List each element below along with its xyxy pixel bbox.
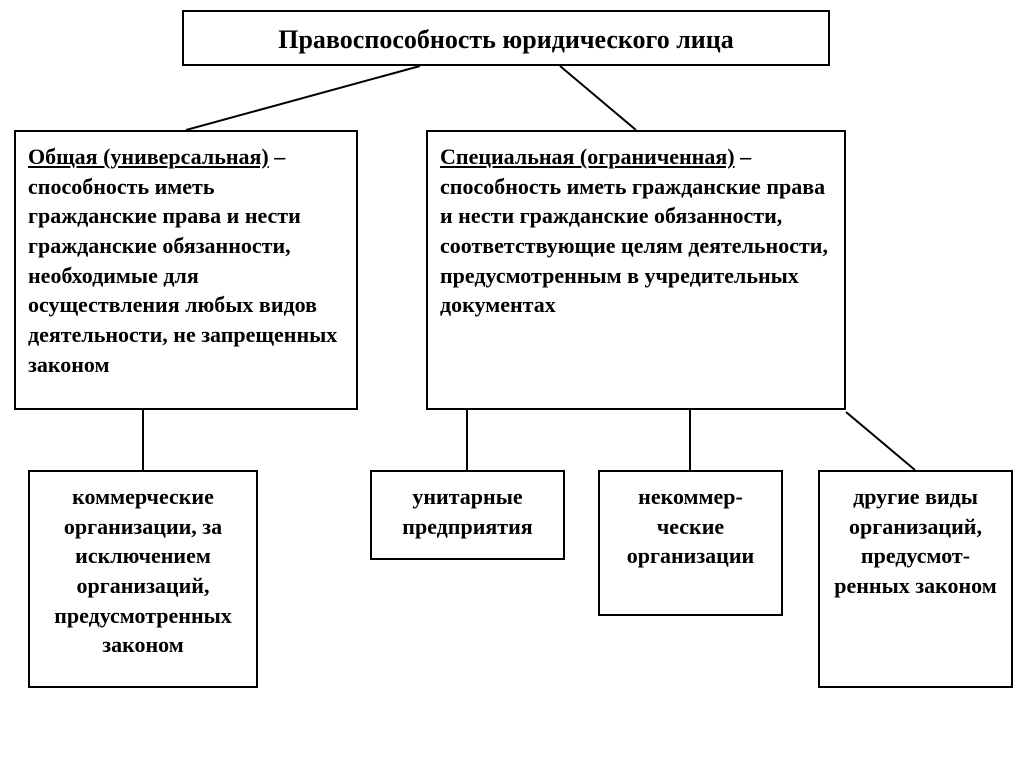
branch-right-body: – способность иметь гражданские права и … bbox=[440, 144, 828, 317]
leaf-1-label: коммерческие организации, за исключением… bbox=[54, 484, 232, 657]
edge-root-left bbox=[186, 66, 420, 130]
branch-left-heading: Общая (универсальная) bbox=[28, 144, 269, 169]
leaf-3-node: некоммер­ческие организации bbox=[598, 470, 783, 616]
edge-right-l4 bbox=[846, 412, 915, 470]
edge-root-right bbox=[560, 66, 636, 130]
leaf-2-node: унитарные предприятия bbox=[370, 470, 565, 560]
diagram-canvas: Правоспособность юридического лица Общая… bbox=[0, 0, 1024, 767]
root-node: Правоспособность юридического лица bbox=[182, 10, 830, 66]
leaf-2-label: унитарные предприятия bbox=[402, 484, 532, 539]
leaf-4-node: другие виды организаций, предусмот­ренны… bbox=[818, 470, 1013, 688]
branch-left-body: – способность иметь гражданские права и … bbox=[28, 144, 337, 377]
leaf-3-label: некоммер­ческие организации bbox=[627, 484, 754, 568]
branch-right-heading: Специальная (ограниченная) bbox=[440, 144, 735, 169]
leaf-1-node: коммерческие организации, за исключением… bbox=[28, 470, 258, 688]
branch-right-node: Специальная (ограниченная) – способность… bbox=[426, 130, 846, 410]
leaf-4-label: другие виды организаций, предусмот­ренны… bbox=[834, 484, 997, 598]
branch-left-node: Общая (универсальная) – способность имет… bbox=[14, 130, 358, 410]
root-label: Правоспособность юридического лица bbox=[278, 25, 734, 54]
